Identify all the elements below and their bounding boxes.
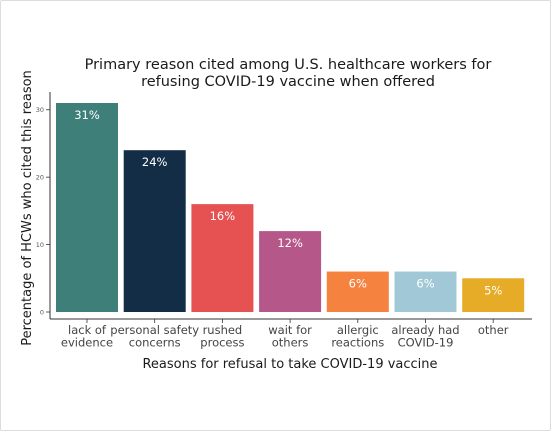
x-category-label-line: other: [478, 323, 509, 337]
x-category-label: other: [478, 323, 509, 337]
x-category-label: personal safety concerns: [110, 323, 199, 350]
x-category-label-line: concerns: [129, 336, 181, 350]
bars-group: 31% 24% 16% 12% 6% 6% 5%: [56, 103, 525, 312]
bar-data-label: 6%: [349, 277, 367, 291]
x-category-label-line: lack of: [68, 323, 107, 337]
y-axis-title: Percentage of HCWs who cited this reason: [20, 70, 35, 346]
y-tick-label: 0: [40, 308, 44, 316]
y-tick-label: 10: [36, 241, 44, 249]
x-category-label: rushed process: [200, 323, 244, 350]
x-category-label-line: process: [200, 336, 244, 350]
x-category-label: allergic reactions: [331, 323, 384, 350]
x-category-label: wait for others: [268, 323, 312, 350]
x-category-label: already had COVID-19: [391, 323, 459, 350]
bar: [56, 103, 118, 312]
x-category-label-line: already had: [391, 323, 459, 337]
bar-data-label: 16%: [210, 209, 236, 223]
x-category-label-line: others: [272, 336, 309, 350]
bar-data-label: 24%: [142, 155, 168, 169]
bar-data-label: 12%: [277, 236, 303, 250]
bar: [259, 231, 322, 312]
x-category-label-line: rushed: [203, 323, 243, 337]
chart-title-line-1: Primary reason cited among U.S. healthca…: [85, 57, 492, 73]
bar-data-label: 5%: [484, 283, 502, 297]
bar: [462, 278, 525, 312]
x-category-label-line: COVID-19: [398, 336, 454, 350]
y-tick-label: 20: [36, 173, 44, 181]
x-category-label-line: reactions: [331, 336, 384, 350]
bar-data-label: 31%: [74, 108, 100, 122]
y-axis-ticks: 0 10 20 30: [36, 106, 50, 316]
x-category-label-line: wait for: [268, 323, 312, 337]
x-axis-title: Reasons for refusal to take COVID-19 vac…: [142, 357, 437, 372]
bar: [191, 204, 254, 312]
x-category-label-line: allergic: [337, 323, 379, 337]
chart-title-line-2: refusing COVID-19 vaccine when offered: [141, 74, 435, 90]
bar: [394, 271, 457, 312]
bar-data-label: 6%: [416, 277, 434, 291]
x-category-label-line: personal safety: [110, 323, 199, 337]
y-tick-label: 30: [36, 106, 44, 114]
bar: [123, 150, 186, 312]
bar: [326, 271, 389, 312]
x-category-label: lack of evidence: [61, 323, 113, 350]
x-category-label-line: evidence: [61, 336, 113, 350]
